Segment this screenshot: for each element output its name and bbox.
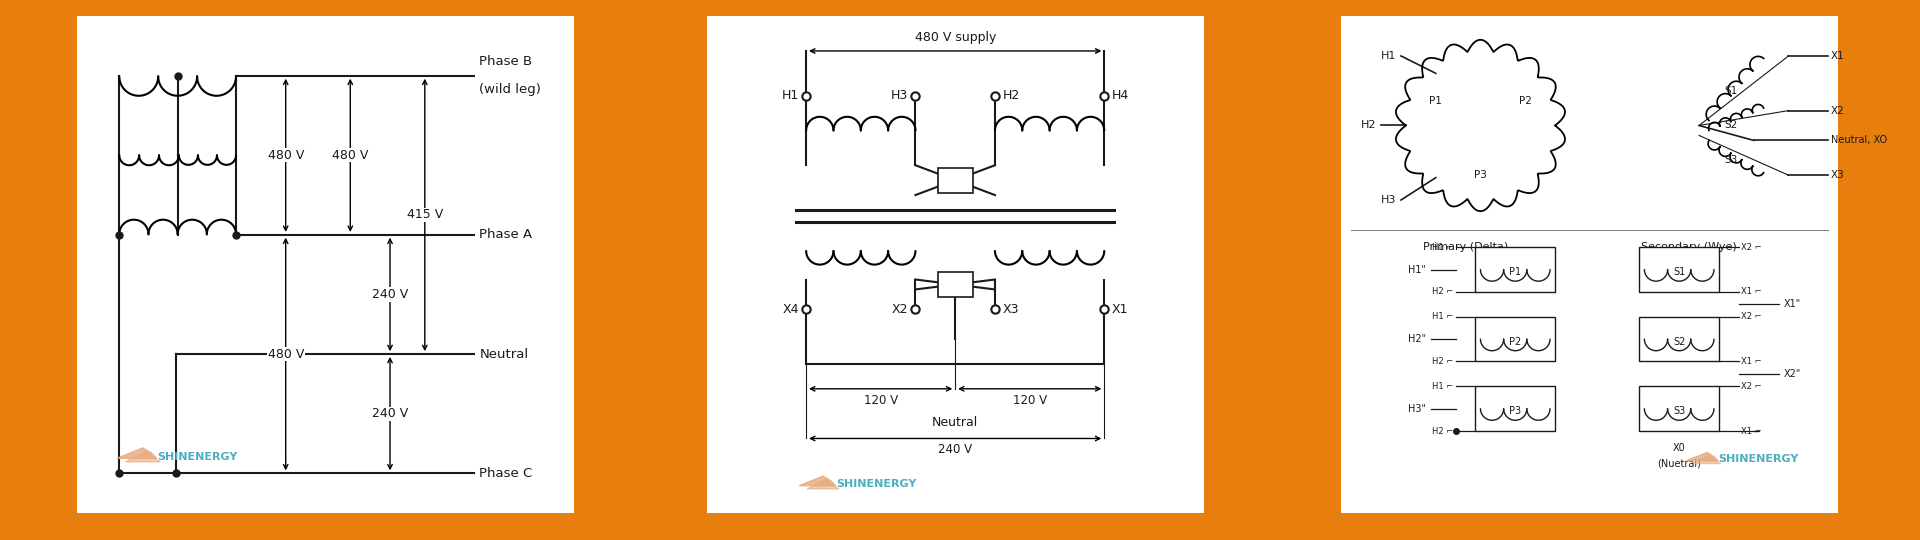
Text: Secondary (Wye): Secondary (Wye): [1642, 242, 1738, 252]
Text: X3: X3: [1002, 303, 1020, 316]
Text: X2": X2": [1784, 369, 1801, 379]
Text: X4: X4: [781, 303, 799, 316]
Text: P3: P3: [1509, 406, 1521, 416]
FancyBboxPatch shape: [67, 6, 584, 523]
Text: X1: X1: [1830, 51, 1845, 61]
FancyBboxPatch shape: [697, 6, 1213, 523]
Text: Neutral: Neutral: [931, 416, 979, 429]
Text: X1": X1": [1784, 299, 1801, 309]
Text: X1: X1: [1112, 303, 1129, 316]
Text: H1 ⌐: H1 ⌐: [1432, 242, 1453, 252]
Text: H1: H1: [781, 89, 799, 102]
Text: Primary (Delta): Primary (Delta): [1423, 242, 1509, 252]
Text: H3": H3": [1407, 404, 1427, 414]
Text: H1": H1": [1407, 265, 1427, 274]
Bar: [1475, 317, 1555, 361]
Bar: [1475, 247, 1555, 292]
Text: X3: X3: [1830, 170, 1845, 180]
Text: H2: H2: [1361, 120, 1377, 131]
Polygon shape: [806, 480, 839, 489]
Text: H2 ⌐: H2 ⌐: [1432, 287, 1453, 296]
Text: H4: H4: [1112, 89, 1129, 102]
Text: S2: S2: [1724, 120, 1738, 131]
Text: 240 V: 240 V: [372, 288, 409, 301]
Text: (wild leg): (wild leg): [480, 83, 541, 96]
Text: H2 ⌐: H2 ⌐: [1432, 357, 1453, 366]
Text: X1 ⌐: X1 ⌐: [1741, 427, 1763, 436]
Text: 120 V: 120 V: [1012, 394, 1046, 407]
Text: X2 ⌐: X2 ⌐: [1741, 382, 1763, 391]
Text: H2: H2: [1002, 89, 1020, 102]
Text: X1 ⌐: X1 ⌐: [1741, 357, 1763, 366]
Text: Phase C: Phase C: [480, 467, 532, 480]
Polygon shape: [1686, 453, 1718, 461]
Text: P1: P1: [1509, 267, 1521, 277]
Polygon shape: [799, 476, 835, 485]
Text: 240 V: 240 V: [372, 407, 409, 420]
Text: S3: S3: [1724, 156, 1738, 165]
Text: X0: X0: [1672, 443, 1686, 454]
Text: P1: P1: [1428, 96, 1442, 106]
Bar: [1640, 386, 1718, 431]
Text: 480 V supply: 480 V supply: [914, 31, 996, 44]
Bar: [1640, 247, 1718, 292]
Polygon shape: [125, 451, 159, 462]
Text: X2 ⌐: X2 ⌐: [1741, 312, 1763, 321]
FancyBboxPatch shape: [937, 168, 973, 193]
Bar: [1640, 317, 1718, 361]
Text: Phase B: Phase B: [480, 56, 532, 69]
Text: X2 ⌐: X2 ⌐: [1741, 242, 1763, 252]
Text: 480 V: 480 V: [332, 149, 369, 162]
Text: P3: P3: [1475, 170, 1486, 180]
Text: H1 ⌐: H1 ⌐: [1432, 312, 1453, 321]
Text: 120 V: 120 V: [864, 394, 899, 407]
Text: 415 V: 415 V: [407, 208, 444, 221]
Text: SHINENERGY: SHINENERGY: [1718, 455, 1799, 464]
Text: H3: H3: [1380, 195, 1396, 205]
Text: SHINENERGY: SHINENERGY: [835, 479, 916, 489]
Text: X2: X2: [891, 303, 908, 316]
Text: (Nuetral): (Nuetral): [1657, 458, 1701, 468]
FancyBboxPatch shape: [937, 272, 973, 297]
Text: Neutral, XO: Neutral, XO: [1830, 136, 1887, 145]
Text: SHINENERGY: SHINENERGY: [157, 451, 238, 462]
Bar: [1475, 386, 1555, 431]
Text: H1: H1: [1380, 51, 1396, 61]
Text: H3: H3: [891, 89, 908, 102]
Text: X2: X2: [1830, 106, 1845, 116]
Polygon shape: [1693, 455, 1720, 464]
Text: H2 ⌐: H2 ⌐: [1432, 427, 1453, 436]
Polygon shape: [117, 448, 157, 458]
Text: Neutral: Neutral: [480, 348, 528, 361]
Text: P2: P2: [1509, 336, 1521, 347]
Text: S3: S3: [1672, 406, 1686, 416]
Text: Phase A: Phase A: [480, 228, 532, 241]
Text: 240 V: 240 V: [939, 443, 972, 456]
Text: 480 V: 480 V: [267, 149, 303, 162]
FancyBboxPatch shape: [1331, 6, 1849, 523]
Text: H2": H2": [1407, 334, 1427, 344]
Text: S1: S1: [1724, 86, 1738, 96]
Text: 480 V: 480 V: [267, 348, 303, 361]
Text: X1 ⌐: X1 ⌐: [1741, 287, 1763, 296]
Text: S2: S2: [1672, 336, 1686, 347]
Text: P2: P2: [1519, 96, 1532, 106]
Text: H1 ⌐: H1 ⌐: [1432, 382, 1453, 391]
Text: S1: S1: [1672, 267, 1686, 277]
